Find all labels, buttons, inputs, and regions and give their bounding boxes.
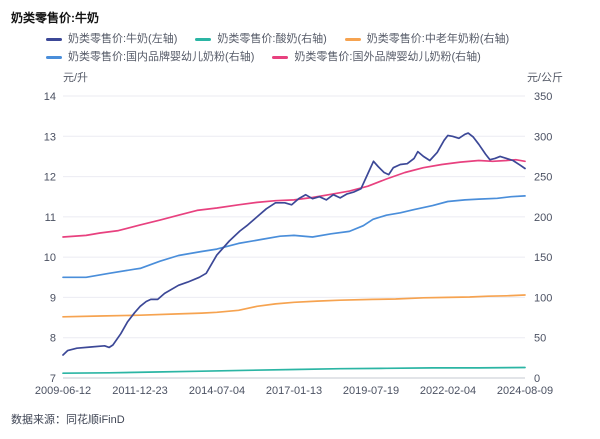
chart-title: 奶类零售价:牛奶: [11, 11, 99, 25]
series-line-yogurt: [62, 366, 526, 375]
x-axis-tick-label: 2011-12-23: [112, 385, 167, 397]
legend-item-yogurt[interactable]: 奶类零售价:酸奶(右轴): [195, 33, 327, 46]
legend-item-foreign-infant-formula[interactable]: 奶类零售价:国外品牌婴幼儿奶粉(右轴): [272, 51, 481, 64]
legend-swatch-domestic-infant-formula: [46, 56, 62, 59]
x-axis-tick-label: 2022-02-04: [420, 385, 476, 397]
y-axis-left-tick-label: 9: [50, 292, 56, 304]
y-axis-left-tick-label: 11: [45, 212, 56, 224]
legend: 奶类零售价:牛奶(左轴) 奶类零售价:酸奶(右轴) 奶类零售价:中老年奶粉(右轴) 奶…: [46, 33, 554, 64]
y-axis-right-tick-label: 200: [534, 212, 552, 224]
legend-item-domestic-infant-formula[interactable]: 奶类零售价:国内品牌婴幼儿奶粉(右轴): [46, 51, 254, 64]
legend-label: 奶类零售价:酸奶(右轴): [217, 33, 327, 45]
x-axis-tick-label: 2019-07-19: [343, 385, 399, 397]
x-axis-tick-label: 2017-01-13: [266, 385, 322, 397]
legend-label: 奶类零售价:国内品牌婴幼儿奶粉(右轴): [68, 51, 255, 63]
y-axis-right-tick-label: 250: [534, 172, 552, 184]
series-line-domestic-infant-formula: [62, 195, 526, 279]
legend-swatch-yogurt: [195, 38, 212, 41]
y-axis-right-tick-label: 0: [534, 373, 540, 385]
legend-item-milk[interactable]: 奶类零售价:牛奶(左轴): [46, 33, 177, 46]
legend-label: 奶类零售价:国外品牌婴幼儿奶粉(右轴): [294, 51, 481, 63]
y-axis-right-tick-label: 350: [534, 91, 552, 103]
y-axis-right-tick-label: 300: [534, 131, 552, 143]
y-axis-left-tick-label: 14: [44, 91, 56, 103]
y-axis-right-tick-label: 150: [534, 252, 552, 264]
series-line-foreign-infant-formula: [62, 158, 526, 238]
legend-label: 奶类零售价:牛奶(左轴): [68, 33, 178, 45]
y-axis-left-tick-label: 10: [44, 252, 56, 264]
legend-swatch-middle-aged-milk-powder: [344, 38, 361, 41]
y-axis-left-tick-label: 7: [50, 373, 56, 385]
x-axis-tick-label: 2014-07-04: [189, 385, 245, 397]
right-axis-unit-label: 元/公斤: [526, 72, 563, 84]
legend-swatch-foreign-infant-formula: [272, 56, 289, 59]
legend-label: 奶类零售价:中老年奶粉(右轴): [366, 33, 510, 45]
y-axis-left-tick-label: 12: [44, 172, 56, 184]
series-line-milk: [62, 132, 526, 356]
legend-item-middle-aged-milk-powder[interactable]: 奶类零售价:中老年奶粉(右轴): [344, 33, 510, 46]
x-axis-tick-label: 2009-06-12: [35, 385, 91, 397]
y-axis-right-tick-label: 100: [534, 292, 552, 304]
y-axis-left-tick-label: 13: [44, 131, 56, 143]
y-axis-left-tick-label: 8: [50, 333, 56, 345]
y-axis-right-tick-label: 50: [534, 333, 546, 345]
data-source-label: 数据来源：同花顺iFinD: [11, 414, 125, 426]
left-axis-unit-label: 元/升: [63, 72, 89, 84]
x-axis-tick-label: 2024-08-09: [497, 385, 553, 397]
series-line-middle-aged-milk-powder: [62, 294, 526, 318]
legend-swatch-milk: [46, 38, 62, 41]
